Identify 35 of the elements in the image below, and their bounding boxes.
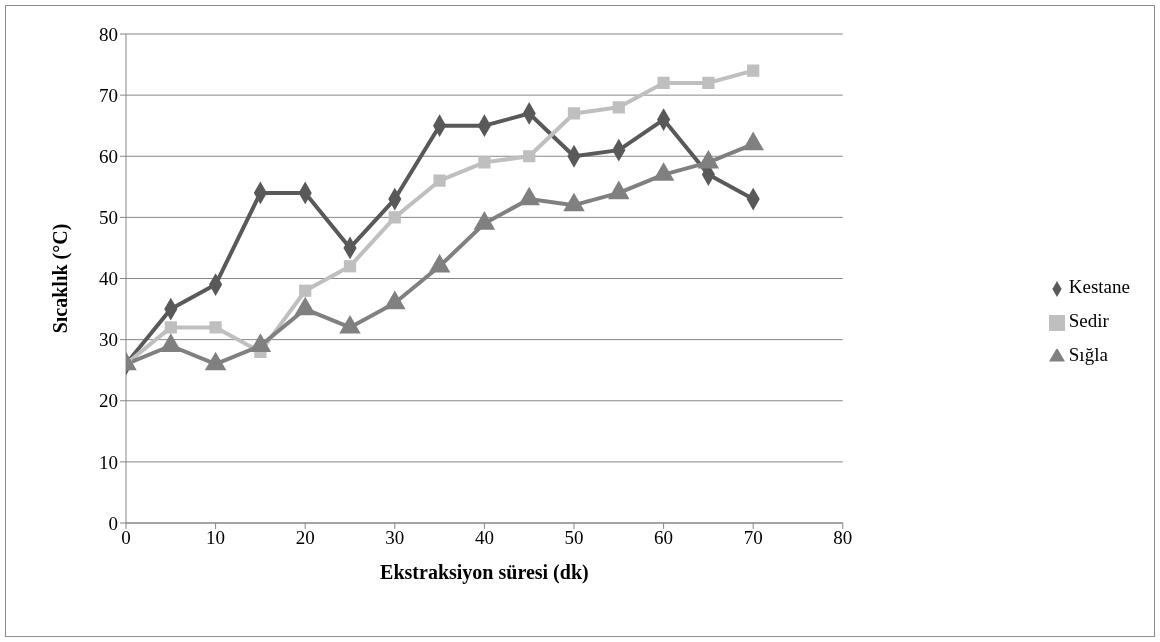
point [612, 101, 625, 114]
x-tick-label: 60 [654, 527, 674, 549]
point [388, 211, 401, 224]
y-tick-label: 30 [99, 329, 118, 351]
point [209, 321, 222, 334]
y-tick-label: 80 [99, 23, 118, 45]
point [478, 156, 491, 169]
point [747, 64, 760, 77]
point [657, 76, 670, 90]
x-tick-label: 30 [385, 527, 405, 549]
y-tick-label: 10 [99, 451, 118, 473]
point [702, 76, 715, 90]
x-tick-label: 20 [295, 527, 315, 549]
y-axis-title: Sıcaklık (°C) [49, 223, 73, 334]
x-tick-label: 10 [206, 527, 226, 549]
legend-label: Kestane [1068, 276, 1130, 297]
y-tick-label: 50 [99, 207, 118, 229]
legend-label: Sedir [1068, 310, 1109, 331]
x-axis-title: Ekstraksiyon süresi (dk) [380, 561, 589, 584]
point [164, 321, 177, 334]
y-tick-label: 70 [99, 84, 118, 106]
point [433, 174, 446, 187]
point [567, 107, 581, 120]
y-tick-label: 0 [108, 512, 118, 534]
x-tick-label: 40 [474, 527, 494, 549]
x-tick-label: 70 [743, 527, 763, 549]
x-tick-label: 80 [833, 527, 853, 549]
point [299, 284, 312, 297]
point [523, 150, 536, 163]
x-tick-label: 50 [564, 527, 584, 549]
legend-label: Sığla [1068, 344, 1108, 365]
y-tick-label: 20 [99, 390, 118, 412]
y-tick-label: 60 [99, 145, 118, 167]
point [343, 260, 357, 273]
y-tick-label: 40 [99, 268, 118, 290]
